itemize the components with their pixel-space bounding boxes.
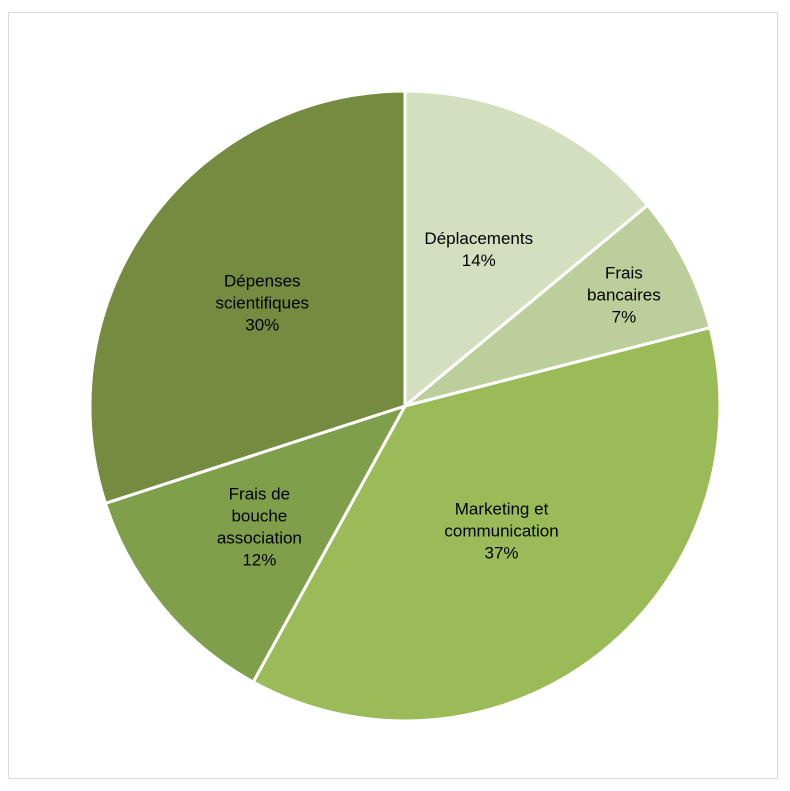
slice-percent-label: 14%: [462, 251, 496, 270]
pie-slice: [88, 89, 407, 505]
slice-category-label: bancaires: [587, 285, 661, 304]
pie-slice: [403, 89, 650, 408]
slice-percent-label: 7%: [612, 307, 637, 326]
pie-slices: [88, 89, 722, 723]
pie-slice: [403, 203, 712, 408]
pie-labels: Déplacements 14% Frais bancaires 7% Marketing…: [216, 229, 661, 569]
slice-category-label: Frais: [605, 263, 643, 282]
slice-percent-label: 30%: [245, 315, 279, 334]
slice-data-label: Frais de bouche association 12%: [217, 484, 302, 569]
pie-slice: [251, 326, 722, 723]
slice-category-label: association: [217, 528, 302, 547]
slice-data-label: Frais bancaires 7%: [587, 263, 661, 326]
slice-data-label: Déplacements 14%: [424, 229, 533, 270]
slice-category-label: Frais de: [229, 484, 290, 503]
slice-category-label: Déplacements: [424, 229, 533, 248]
slice-data-label: Marketing et communication 37%: [444, 499, 558, 562]
slice-percent-label: 37%: [485, 543, 519, 562]
slice-category-label: Dépenses: [224, 271, 301, 290]
slice-data-label: Dépenses scientifiques 30%: [216, 271, 310, 334]
slice-category-label: bouche: [231, 506, 287, 525]
pie-slice: [103, 404, 407, 684]
slice-category-label: communication: [444, 521, 558, 540]
slice-category-label: scientifiques: [216, 293, 310, 312]
slice-category-label: Marketing et: [455, 499, 549, 518]
slice-percent-label: 12%: [242, 550, 276, 569]
